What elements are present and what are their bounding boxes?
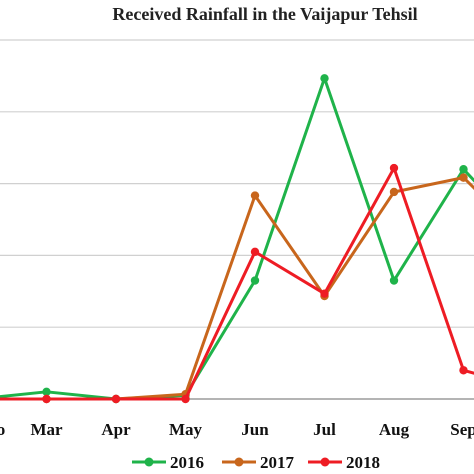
x-tick-label: Mar: [30, 420, 63, 439]
data-point: [42, 394, 51, 404]
x-tick-label: Sep: [450, 420, 474, 439]
grid-lines: [0, 39, 474, 400]
legend-label: 2018: [346, 453, 380, 472]
legend: 2016 2017 2018: [132, 453, 380, 472]
legend-swatch-marker: [144, 457, 154, 467]
data-point: [320, 289, 329, 298]
data-point: [389, 187, 399, 197]
data-point: [250, 276, 260, 285]
data-point: [459, 165, 468, 174]
data-point: [181, 394, 190, 404]
legend-label: 2016: [170, 453, 204, 472]
data-point: [250, 191, 260, 200]
data-point: [250, 247, 260, 257]
data-point: [42, 387, 51, 397]
data-point: [389, 163, 399, 173]
series-2016: [0, 74, 474, 404]
legend-label: 2017: [260, 453, 295, 472]
x-tick-label: Jul: [313, 420, 336, 439]
data-point: [111, 394, 121, 404]
data-point: [320, 74, 329, 83]
chart-title: Received Rainfall in the Vaijapur Tehsil: [112, 4, 417, 24]
legend-item: 2018: [308, 453, 380, 472]
series-layer: [0, 74, 474, 404]
data-point: [459, 366, 468, 375]
legend-item: 2017: [222, 453, 295, 472]
legend-item: 2016: [132, 453, 204, 472]
legend-swatch-marker: [320, 457, 330, 467]
series-2018: [0, 163, 474, 404]
x-tick-label: Apr: [101, 420, 131, 439]
x-tick-label: Jun: [241, 420, 269, 439]
data-point: [459, 173, 468, 182]
series-line: [0, 166, 474, 401]
x-axis-ticks: o Mar Apr May Jun Jul Aug Sep: [0, 420, 474, 439]
legend-swatch-marker: [234, 457, 244, 467]
series-line: [0, 76, 474, 401]
x-tick-label: May: [169, 420, 203, 439]
data-point: [389, 276, 399, 285]
x-tick-label: Aug: [379, 420, 410, 439]
x-tick-label: o: [0, 420, 5, 439]
